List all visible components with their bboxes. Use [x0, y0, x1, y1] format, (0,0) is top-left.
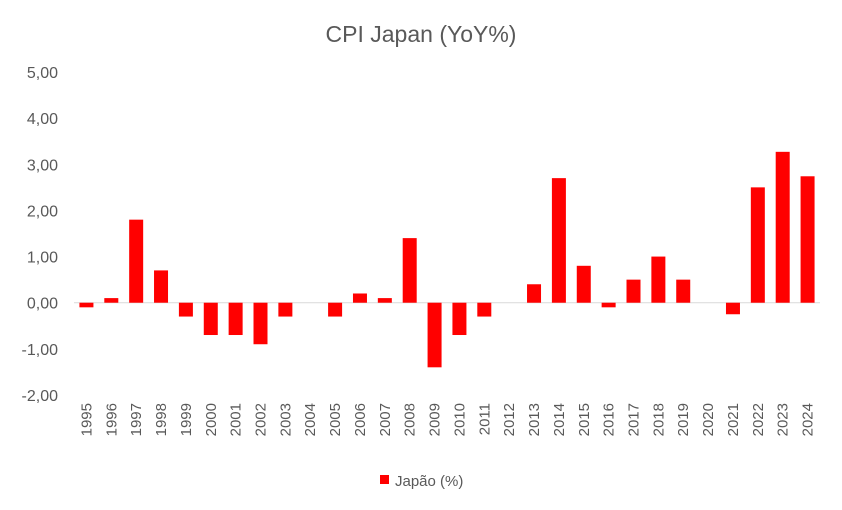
legend: Japão (%): [380, 473, 463, 490]
x-tick-label: 2011: [476, 403, 493, 435]
x-tick-label: 2007: [377, 403, 394, 436]
bar-2015: [576, 265, 591, 303]
x-tick-label: 1998: [153, 403, 170, 436]
x-tick-label: 2021: [725, 403, 742, 436]
y-tick-label: 3,00: [27, 157, 58, 174]
bar-1997: [129, 219, 144, 303]
bars-group: [79, 151, 815, 368]
x-tick-label: 2016: [601, 403, 618, 436]
bar-2002: [253, 302, 268, 345]
x-tick-label: 2013: [526, 403, 543, 436]
y-tick-label: -1,00: [22, 342, 59, 359]
bar-1995: [79, 302, 94, 308]
y-tick-label: 5,00: [27, 65, 58, 82]
bar-2010: [452, 302, 467, 336]
chart-title: CPI Japan (YoY%): [326, 21, 517, 47]
bar-2018: [651, 256, 666, 303]
x-tick-label: 2006: [352, 403, 369, 436]
bar-2005: [328, 302, 343, 317]
y-tick-label: 2,00: [27, 203, 58, 220]
x-tick-label: 2004: [302, 403, 319, 436]
bar-2023: [775, 151, 790, 303]
x-tick-label: 2023: [775, 403, 792, 436]
bar-1996: [104, 298, 119, 303]
legend-label: Japão (%): [395, 473, 463, 490]
bar-2024: [800, 176, 815, 303]
y-tick-label: 1,00: [27, 250, 58, 267]
x-tick-label: 2002: [253, 403, 270, 436]
bar-2009: [427, 302, 442, 368]
bar-2007: [377, 298, 392, 303]
y-tick-label: 4,00: [27, 111, 58, 128]
bar-2006: [352, 293, 367, 303]
bar-2000: [203, 302, 218, 336]
y-tick-label: 0,00: [27, 296, 58, 313]
y-tick-label: -2,00: [22, 388, 59, 405]
x-tick-label: 2024: [800, 403, 817, 436]
x-tick-label: 2005: [327, 403, 344, 436]
x-tick-label: 1999: [178, 403, 195, 436]
x-tick-label: 2022: [750, 403, 767, 436]
x-tick-label: 1997: [128, 403, 145, 436]
bar-1999: [178, 302, 193, 317]
legend-swatch: [380, 475, 389, 484]
x-tick-label: 1996: [103, 403, 120, 436]
bar-2013: [527, 284, 542, 303]
x-tick-label: 2003: [277, 403, 294, 436]
bar-2019: [676, 279, 691, 303]
bar-2003: [278, 302, 293, 317]
bar-2022: [750, 187, 765, 303]
bar-2008: [402, 238, 417, 303]
x-tick-label: 2015: [576, 403, 593, 436]
bar-2001: [228, 302, 243, 336]
x-tick-label: 2009: [427, 403, 444, 436]
x-tick-label: 2000: [203, 403, 220, 436]
bar-2021: [725, 302, 740, 315]
x-tick-label: 2020: [700, 403, 717, 436]
x-tick-label: 2017: [626, 403, 643, 436]
x-tick-label: 2014: [551, 403, 568, 436]
x-tick-label: 2010: [451, 403, 468, 436]
x-tick-label: 2012: [501, 403, 518, 436]
x-tick-label: 1995: [78, 403, 95, 436]
bar-1998: [154, 270, 169, 303]
x-tick-label: 2018: [650, 403, 667, 436]
x-axis: 1995 1996 1997 1998 1999 2000 2001 2002 2003 2004…: [78, 403, 816, 436]
bar-2011: [477, 302, 492, 317]
x-tick-label: 2019: [675, 403, 692, 436]
bar-2017: [626, 279, 641, 303]
x-tick-label: 2008: [402, 403, 419, 436]
x-tick-label: 2001: [228, 403, 245, 436]
bar-2014: [551, 178, 566, 303]
y-axis: 5,00 4,00 3,00 2,00 1,00 0,00 -1,00 -2,00: [22, 65, 59, 405]
bar-2016: [601, 302, 616, 308]
